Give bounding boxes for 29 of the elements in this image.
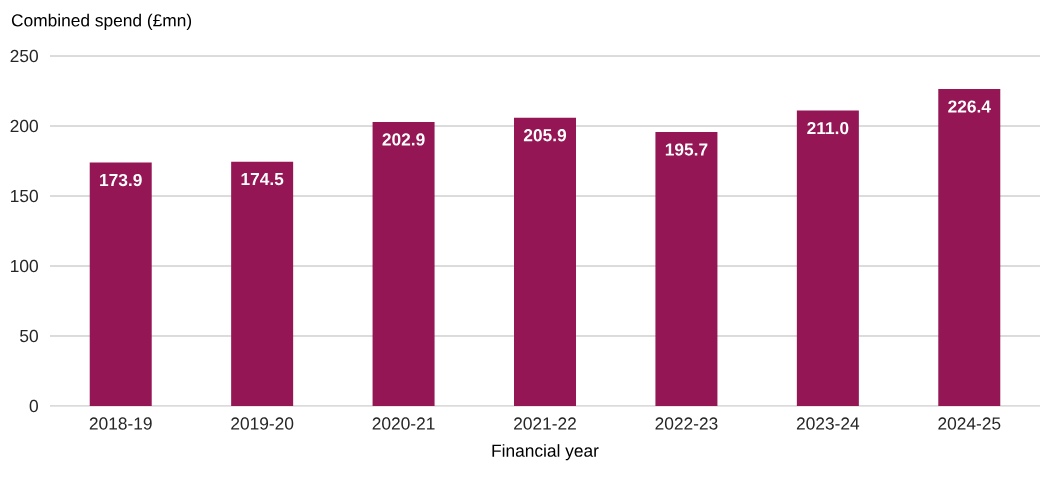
x-axis-title: Financial year: [492, 444, 599, 461]
data-label: 205.9: [523, 129, 567, 142]
x-tick-label: 2021-22: [514, 417, 576, 430]
bar: [514, 117, 576, 406]
data-label: 195.7: [665, 143, 708, 156]
x-tick-label: 2022-23: [655, 417, 718, 430]
bar: [655, 132, 718, 406]
bar: [231, 161, 294, 406]
data-label: 202.9: [382, 133, 425, 146]
data-label: 174.5: [241, 173, 284, 186]
bar: [796, 110, 859, 406]
data-label: 211.0: [807, 121, 849, 135]
y-tick-label: 100: [11, 259, 38, 273]
data-label: 226.4: [948, 100, 991, 113]
x-tick-label: 2023-24: [796, 417, 860, 430]
x-tick-label: 2018-19: [89, 417, 152, 430]
x-tick-label: 2019-20: [231, 417, 294, 430]
y-tick-label: 150: [11, 189, 38, 203]
bar: [938, 89, 1001, 406]
y-tick-label: 0: [29, 399, 38, 413]
x-tick-label: 2020-21: [372, 417, 435, 430]
y-tick-label: 200: [10, 119, 38, 133]
bar: [372, 121, 435, 406]
y-axis-title: Combined spend (£mn): [11, 13, 192, 30]
data-label: 173.9: [100, 173, 142, 187]
y-tick-label: 250: [10, 49, 38, 63]
x-tick-label: 2024-25: [938, 417, 1001, 430]
bar: [89, 162, 152, 406]
y-tick-label: 50: [20, 329, 38, 343]
